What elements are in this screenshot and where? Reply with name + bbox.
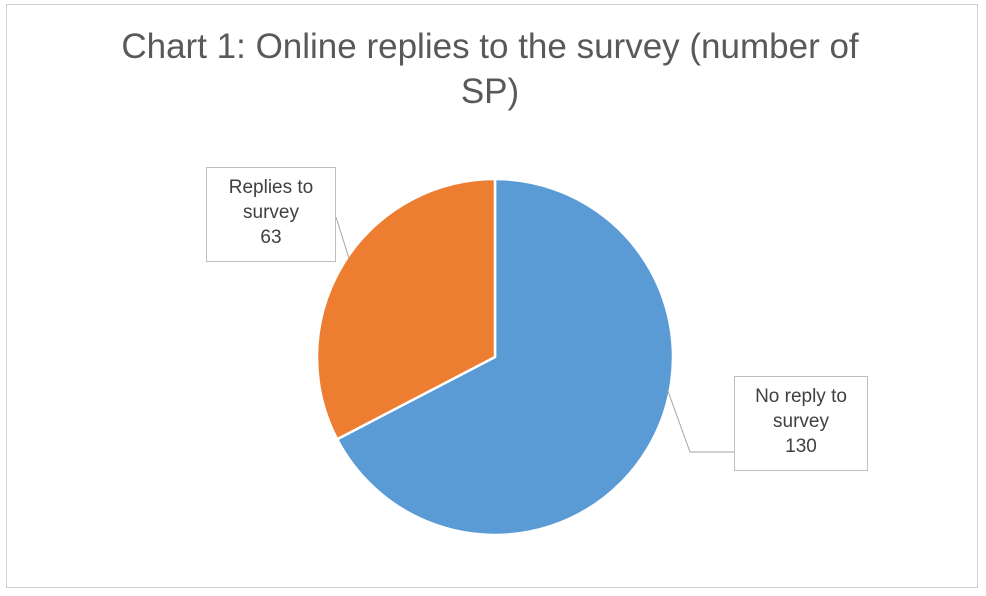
pie-slice (315, 177, 497, 441)
data-label-no-reply-to-survey: No reply to survey 130 (734, 376, 868, 471)
leader-line (335, 216, 350, 259)
data-label-replies-to-survey: Replies to survey 63 (206, 167, 336, 262)
data-label-line: Replies to (228, 177, 314, 198)
data-label-value: 63 (260, 227, 282, 248)
leader-lines (335, 216, 734, 453)
chart-title: Chart 1: Online replies to the survey (n… (121, 27, 859, 111)
data-label-line: survey (773, 411, 829, 432)
data-label-line: No reply to (755, 386, 847, 407)
pie-slice (335, 177, 675, 537)
data-label-line: survey (243, 202, 299, 223)
data-label-value: 130 (785, 436, 817, 457)
leader-line (667, 390, 734, 453)
pie-slices (315, 177, 675, 537)
